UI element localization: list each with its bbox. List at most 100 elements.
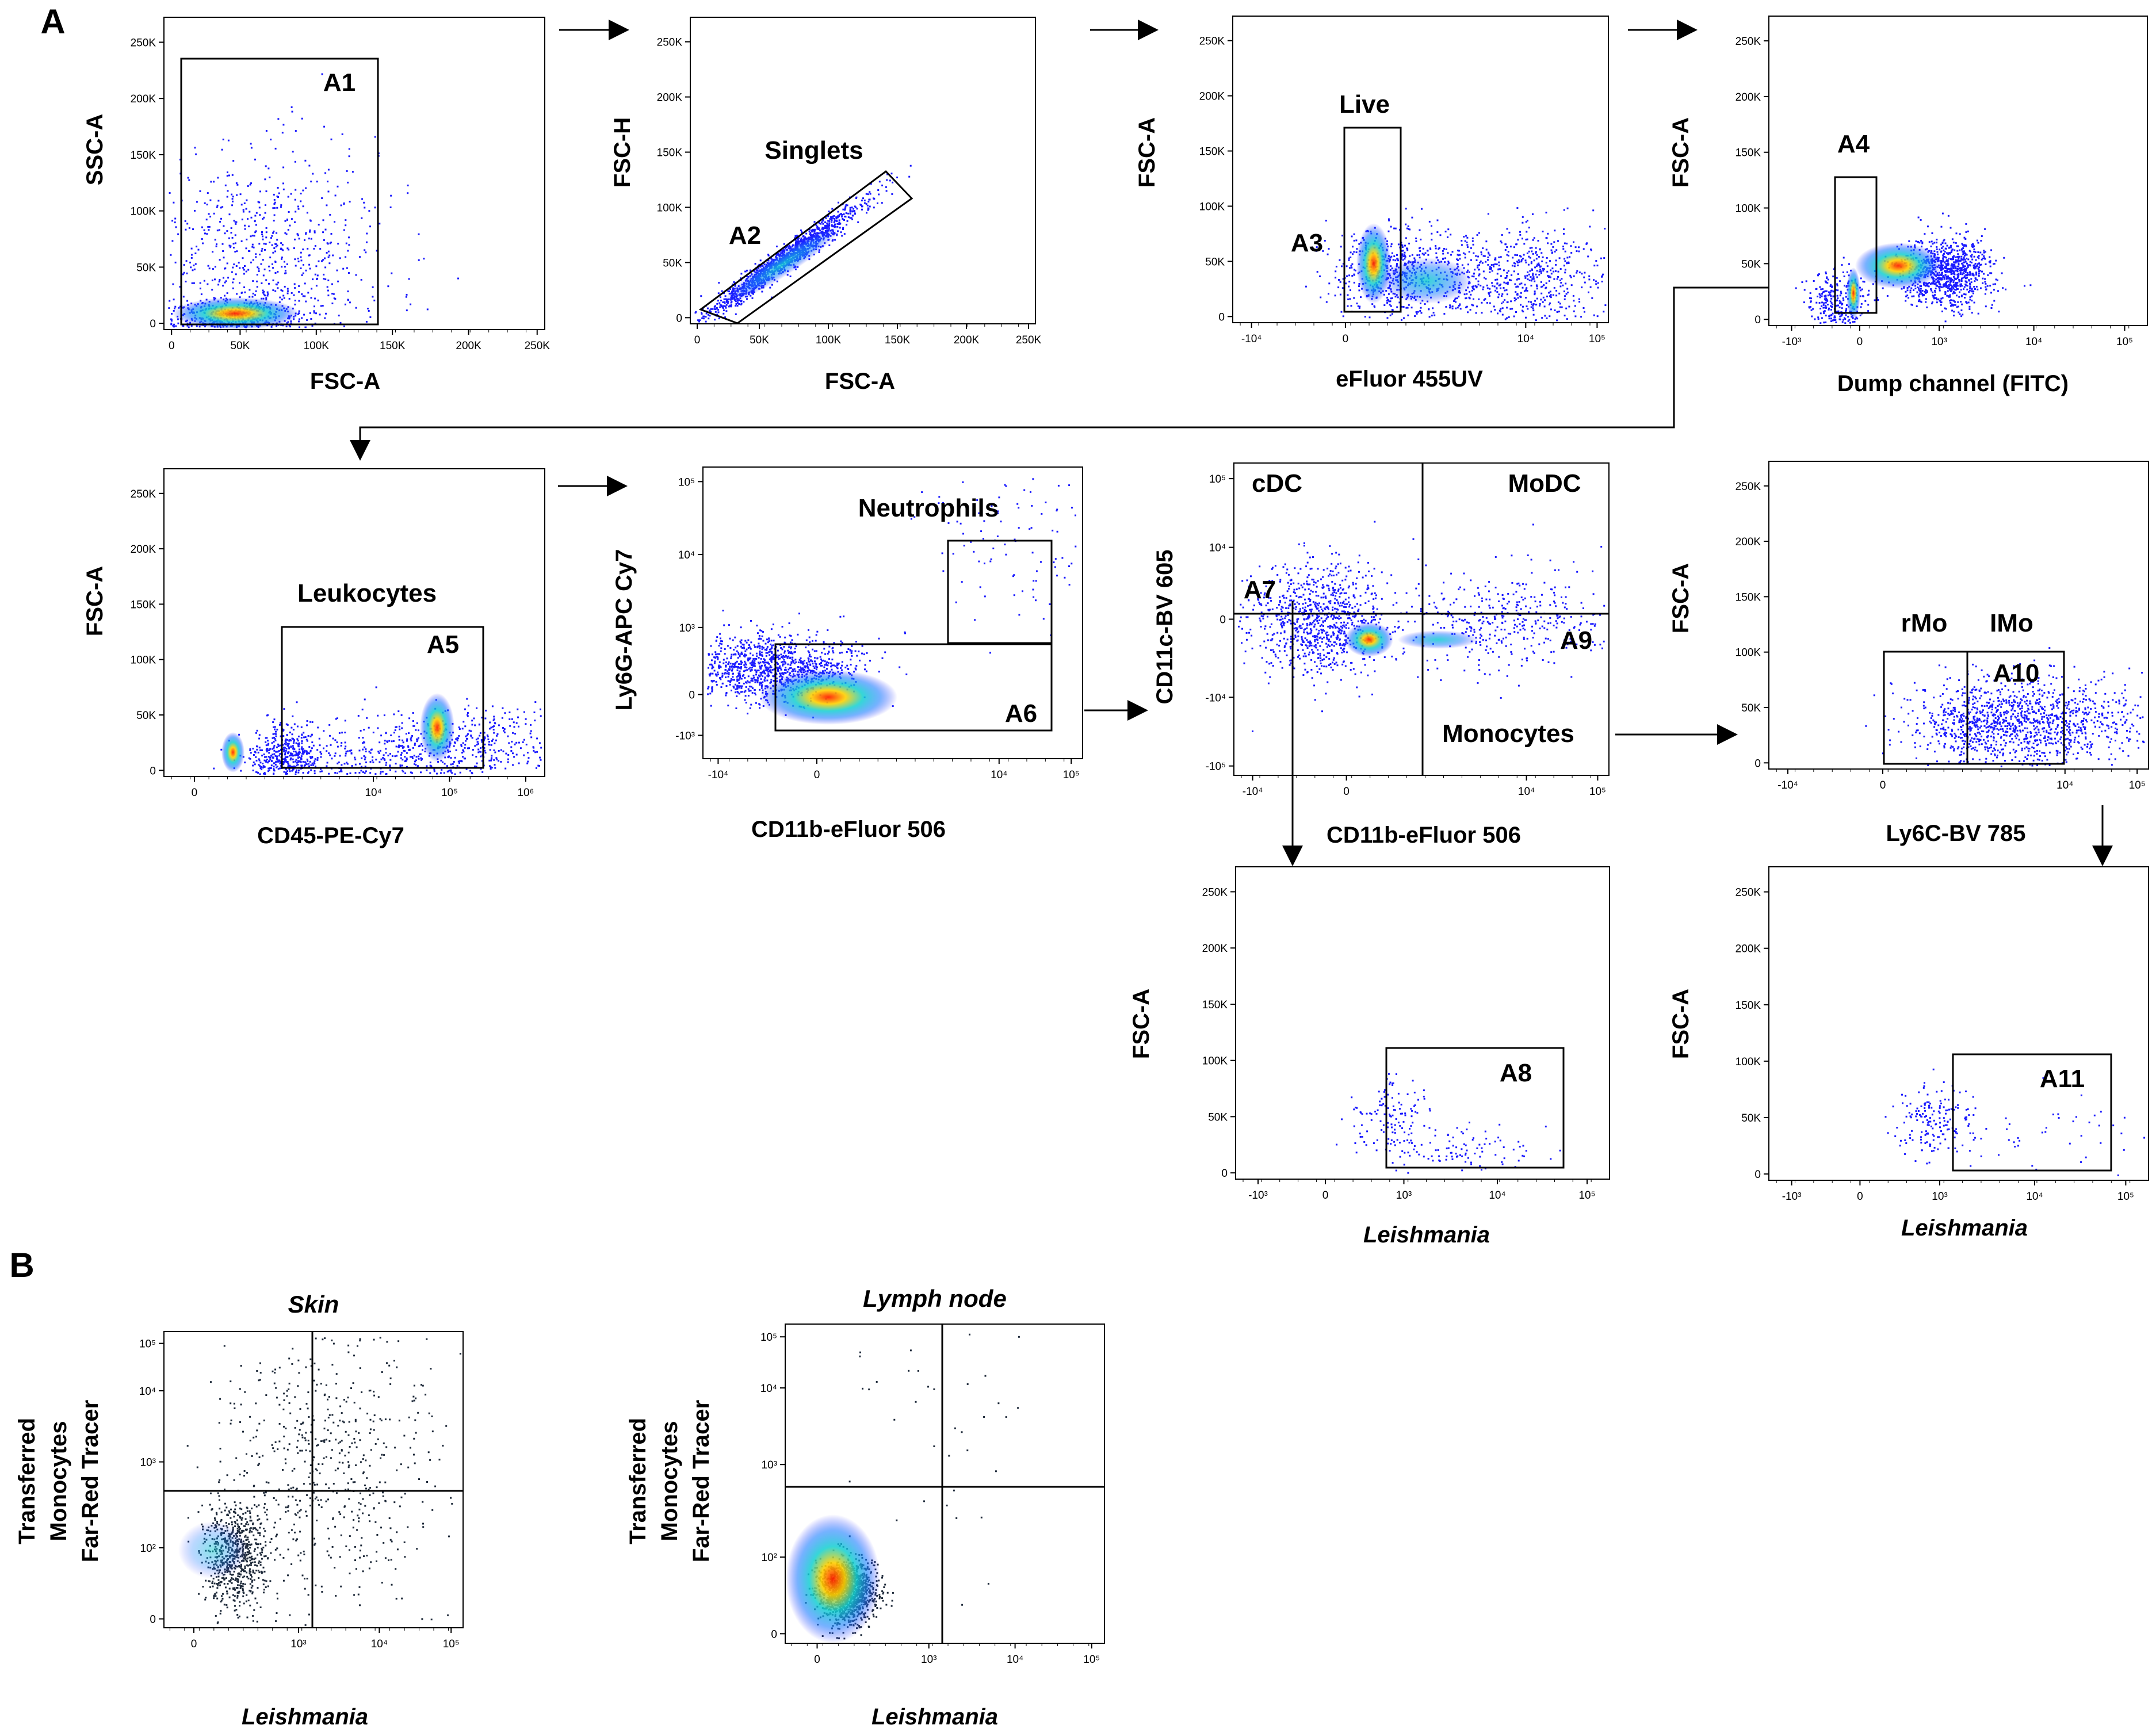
data-point xyxy=(1925,301,1927,303)
data-point xyxy=(1436,231,1439,234)
data-point xyxy=(1402,306,1405,308)
data-point xyxy=(228,213,231,216)
data-point xyxy=(274,261,277,263)
data-point xyxy=(261,297,263,300)
data-point xyxy=(1450,234,1452,236)
data-point xyxy=(1507,281,1509,284)
data-point xyxy=(1390,305,1392,307)
data-point xyxy=(276,284,278,286)
data-point xyxy=(1826,300,1829,302)
data-point xyxy=(1481,312,1483,314)
data-point xyxy=(1810,300,1812,303)
data-point xyxy=(1485,248,1488,251)
data-point xyxy=(697,319,699,322)
data-point xyxy=(1997,290,1999,292)
data-point xyxy=(1825,315,1827,317)
data-point xyxy=(1977,242,1979,244)
data-point xyxy=(890,173,893,175)
data-point xyxy=(837,211,839,213)
data-point xyxy=(1564,298,1566,300)
data-point xyxy=(271,235,273,237)
data-point xyxy=(1420,312,1423,314)
data-point xyxy=(1954,292,1956,294)
data-point xyxy=(813,221,816,223)
data-point xyxy=(812,229,814,231)
data-point xyxy=(1416,254,1419,257)
data-point xyxy=(1522,216,1524,218)
data-point xyxy=(1513,315,1515,318)
data-point xyxy=(826,225,828,228)
data-point xyxy=(1555,249,1558,251)
data-point xyxy=(1944,266,1947,268)
data-point xyxy=(795,236,797,238)
data-point xyxy=(250,216,253,219)
data-point xyxy=(842,228,844,230)
data-point xyxy=(315,265,318,267)
data-point xyxy=(794,235,797,237)
data-point xyxy=(250,182,252,185)
data-point xyxy=(1921,290,1924,292)
data-point xyxy=(323,273,325,276)
data-point xyxy=(797,237,799,239)
data-point xyxy=(298,290,300,293)
data-point xyxy=(1993,289,1995,291)
data-point xyxy=(1541,260,1543,262)
data-point xyxy=(1949,227,1952,229)
data-point xyxy=(1532,309,1535,312)
data-point xyxy=(834,223,836,225)
data-point xyxy=(263,290,265,293)
data-point xyxy=(243,269,245,271)
data-point xyxy=(1823,302,1825,304)
data-point xyxy=(1920,219,1922,221)
data-point xyxy=(830,216,832,218)
data-point xyxy=(286,288,289,290)
data-point xyxy=(369,316,372,318)
data-point xyxy=(168,307,170,309)
data-point xyxy=(1461,240,1463,242)
data-point xyxy=(699,319,701,322)
data-point xyxy=(1563,290,1565,293)
data-point xyxy=(1819,294,1821,296)
data-point xyxy=(736,302,739,304)
data-point xyxy=(1557,301,1559,303)
data-point xyxy=(1435,247,1437,250)
plot-live: Live A3 -10⁴ 0 10⁴ 10⁵ 050K100K150K200K250K… xyxy=(1134,16,1609,392)
data-point xyxy=(182,325,185,327)
data-point xyxy=(1475,286,1478,289)
data-point xyxy=(1947,290,1949,292)
data-point xyxy=(1836,284,1838,286)
data-point xyxy=(754,263,756,265)
data-point xyxy=(264,248,266,251)
data-point xyxy=(1967,258,1970,261)
data-point xyxy=(1503,269,1505,271)
density-hotspot xyxy=(173,297,299,330)
x-tick-label: 10⁵ xyxy=(1589,333,1605,345)
data-point xyxy=(1852,321,1854,323)
data-point xyxy=(1397,243,1400,246)
data-point xyxy=(1978,272,1980,274)
data-point xyxy=(282,124,285,126)
data-point xyxy=(276,206,278,209)
data-point xyxy=(1546,237,1548,239)
data-point xyxy=(231,174,234,176)
data-point xyxy=(1844,285,1846,287)
data-point xyxy=(292,151,294,153)
data-point xyxy=(1431,225,1432,227)
data-point xyxy=(1992,283,1994,285)
data-point xyxy=(1909,292,1912,293)
data-point xyxy=(379,223,381,225)
data-point xyxy=(1971,245,1973,247)
data-point xyxy=(1983,250,1985,252)
data-point xyxy=(1955,259,1957,261)
y-tick-label: 100K xyxy=(657,202,683,214)
data-point xyxy=(299,318,300,320)
data-point xyxy=(1975,265,1978,267)
data-point xyxy=(299,326,300,328)
data-point xyxy=(1539,248,1541,250)
data-point xyxy=(1555,294,1558,297)
data-point xyxy=(224,281,226,284)
data-point xyxy=(1431,239,1433,241)
data-point xyxy=(710,311,712,313)
